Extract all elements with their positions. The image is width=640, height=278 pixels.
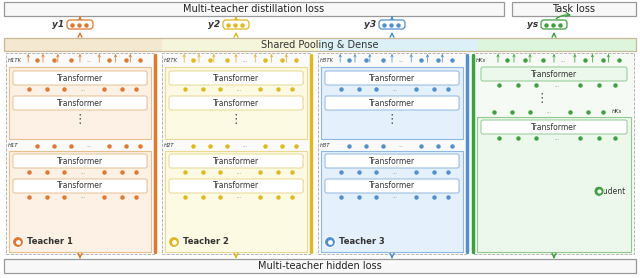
Text: ...: ... [242, 143, 247, 148]
Bar [162, 53, 310, 254]
Text: ⋮: ⋮ [230, 113, 243, 125]
FancyBboxPatch shape [13, 154, 147, 168]
Text: ...: ... [560, 58, 565, 63]
Text: ...: ... [236, 195, 241, 200]
Text: ⋮: ⋮ [536, 91, 548, 105]
Text: ...: ... [236, 86, 241, 91]
Text: Transformer: Transformer [57, 157, 103, 165]
FancyBboxPatch shape [325, 179, 459, 193]
Bar [321, 151, 463, 252]
Circle shape [594, 186, 604, 196]
Bar [9, 151, 151, 252]
Bar [478, 38, 636, 51]
Text: ⋮: ⋮ [386, 113, 398, 125]
FancyBboxPatch shape [481, 67, 627, 81]
Bar [474, 53, 634, 254]
Text: ...: ... [398, 58, 403, 63]
Text: Transformer: Transformer [369, 157, 415, 165]
Text: Transformer: Transformer [369, 98, 415, 108]
Bar [477, 117, 631, 252]
FancyBboxPatch shape [13, 179, 147, 193]
FancyBboxPatch shape [169, 96, 303, 110]
Text: ...: ... [86, 58, 92, 63]
Bar [162, 38, 320, 51]
Text: H1TK: H1TK [8, 58, 22, 63]
Text: ...: ... [242, 58, 247, 63]
Text: HKs: HKs [476, 58, 486, 63]
FancyBboxPatch shape [325, 71, 459, 85]
Text: ...: ... [398, 143, 403, 148]
Text: ...: ... [554, 135, 559, 140]
Text: Transformer: Transformer [213, 157, 259, 165]
Text: ...: ... [236, 170, 241, 175]
FancyBboxPatch shape [223, 20, 249, 29]
Text: HKs: HKs [612, 109, 622, 114]
Text: Transformer: Transformer [57, 182, 103, 190]
FancyBboxPatch shape [169, 71, 303, 85]
Text: H2T: H2T [164, 143, 175, 148]
Text: ...: ... [80, 170, 85, 175]
Text: Shared Pooling & Dense: Shared Pooling & Dense [261, 39, 379, 49]
Bar [512, 2, 636, 16]
Circle shape [13, 237, 24, 247]
Text: Transformer: Transformer [369, 73, 415, 83]
Text: ...: ... [80, 195, 85, 200]
Bar [4, 38, 636, 51]
Text: Transformer: Transformer [57, 98, 103, 108]
FancyBboxPatch shape [13, 71, 147, 85]
Text: ...: ... [392, 170, 397, 175]
Text: y3: y3 [364, 20, 376, 29]
FancyBboxPatch shape [379, 20, 405, 29]
Text: ...: ... [392, 195, 397, 200]
Bar [165, 151, 307, 252]
Text: Transformer: Transformer [57, 73, 103, 83]
Text: Multi-teacher distillation loss: Multi-teacher distillation loss [184, 4, 324, 14]
Bar [6, 53, 154, 254]
FancyBboxPatch shape [541, 20, 567, 29]
Text: Transformer: Transformer [213, 98, 259, 108]
Bar [165, 67, 307, 139]
FancyBboxPatch shape [481, 120, 627, 134]
Bar [4, 38, 162, 51]
Text: Transformer: Transformer [213, 73, 259, 83]
Text: Transformer: Transformer [531, 70, 577, 78]
Text: ...: ... [546, 109, 551, 114]
Text: Teacher 1: Teacher 1 [27, 237, 73, 247]
Text: Transformer: Transformer [213, 182, 259, 190]
Text: Multi-teacher hidden loss: Multi-teacher hidden loss [258, 261, 382, 271]
Text: ...: ... [554, 83, 559, 88]
FancyBboxPatch shape [325, 96, 459, 110]
Text: Transformer: Transformer [531, 123, 577, 131]
Circle shape [324, 237, 335, 247]
FancyBboxPatch shape [325, 154, 459, 168]
Text: H3TK: H3TK [320, 58, 334, 63]
Text: Teacher 2: Teacher 2 [183, 237, 229, 247]
Text: H2TK: H2TK [164, 58, 178, 63]
Text: y1: y1 [52, 20, 64, 29]
Bar [4, 259, 636, 273]
Text: Student: Student [596, 187, 626, 196]
Text: ...: ... [80, 86, 85, 91]
Bar [9, 67, 151, 139]
Text: H1T: H1T [8, 143, 19, 148]
FancyBboxPatch shape [67, 20, 93, 29]
Text: ...: ... [86, 143, 92, 148]
Text: H3T: H3T [320, 143, 331, 148]
Circle shape [168, 237, 179, 247]
Bar [321, 67, 463, 139]
Text: Task loss: Task loss [552, 4, 595, 14]
Text: ys: ys [527, 20, 538, 29]
Text: y2: y2 [208, 20, 220, 29]
Bar [318, 53, 466, 254]
Text: Teacher 3: Teacher 3 [339, 237, 385, 247]
FancyBboxPatch shape [169, 154, 303, 168]
FancyBboxPatch shape [13, 96, 147, 110]
Bar [4, 2, 504, 16]
Text: ...: ... [392, 86, 397, 91]
FancyBboxPatch shape [169, 179, 303, 193]
Bar [320, 38, 478, 51]
Text: ⋮: ⋮ [74, 113, 86, 125]
Text: Transformer: Transformer [369, 182, 415, 190]
